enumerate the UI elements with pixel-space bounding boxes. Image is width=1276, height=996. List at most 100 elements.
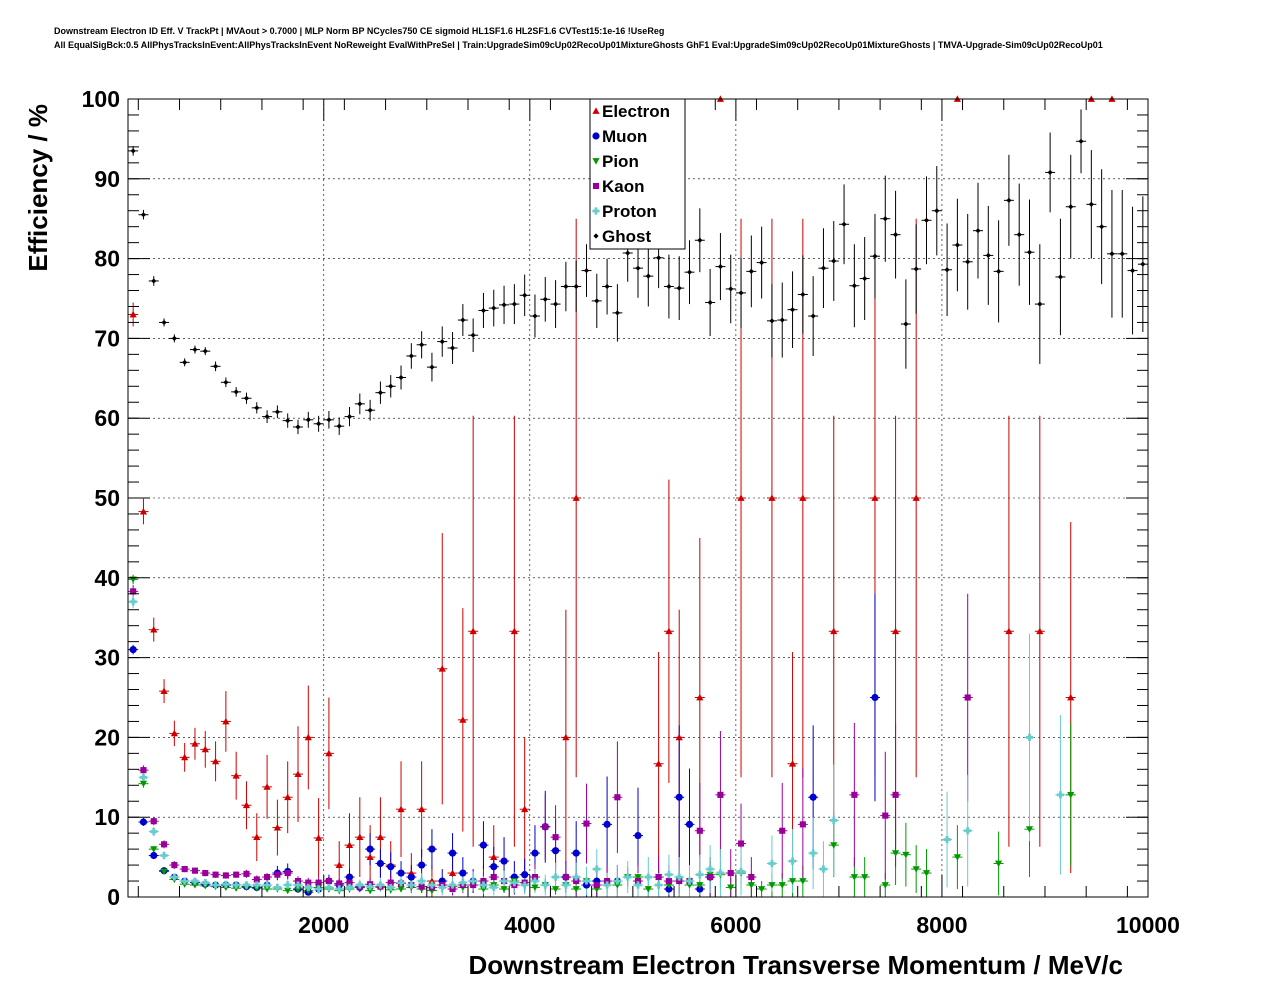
kaon-point	[346, 879, 353, 886]
electron-point	[490, 853, 498, 860]
kaon-point	[191, 867, 199, 874]
proton-point	[139, 773, 148, 781]
ghost-point	[1140, 261, 1146, 267]
muon-point	[139, 818, 148, 826]
kaon-point	[634, 877, 642, 885]
ghost-point	[449, 345, 456, 351]
electron-point	[284, 793, 292, 801]
proton-point	[273, 883, 281, 892]
ghost-point	[1016, 232, 1022, 238]
muon-point	[572, 849, 580, 857]
muon-point	[345, 873, 354, 881]
ghost-point	[254, 405, 260, 411]
ghost-point	[738, 290, 744, 296]
y-tick-label: 30	[94, 645, 120, 671]
kaon-point	[737, 840, 745, 847]
pion-point	[788, 878, 797, 885]
proton-point	[397, 879, 405, 887]
legend-marker-proton	[592, 207, 600, 215]
electron-point	[222, 717, 230, 725]
electron-point	[675, 733, 683, 741]
kaon-point	[161, 841, 168, 848]
proton-point	[964, 827, 972, 835]
electron-point	[1005, 627, 1013, 635]
pion-point	[881, 882, 889, 889]
electron-point	[428, 877, 436, 884]
pion-point	[953, 854, 961, 861]
proton-point	[345, 883, 354, 892]
electron-point	[830, 627, 838, 635]
proton-point	[1025, 733, 1034, 741]
pion-point	[891, 850, 900, 857]
proton-point	[253, 881, 261, 889]
electron-point	[335, 861, 343, 868]
pion-point	[150, 846, 158, 853]
electron-point	[510, 627, 518, 635]
proton-point	[531, 877, 539, 885]
ghost-point	[1026, 249, 1033, 255]
muon-point	[129, 646, 137, 654]
ghost-point	[604, 283, 610, 290]
kaon-point	[387, 879, 394, 886]
muon-point	[428, 845, 436, 853]
proton-point	[284, 881, 292, 889]
kaon-point	[676, 877, 683, 885]
proton-point	[263, 881, 271, 889]
kaon-point	[614, 794, 621, 801]
pion-point	[634, 874, 642, 881]
pion-point	[727, 884, 735, 892]
kaon-point	[264, 873, 271, 881]
y-tick-label: 40	[94, 565, 120, 591]
muon-point	[500, 857, 508, 865]
ghost-point	[1109, 251, 1115, 257]
kaon-point	[542, 823, 549, 830]
proton-point	[129, 598, 137, 606]
proton-point	[716, 869, 725, 877]
x-tick-label: 6000	[710, 912, 761, 938]
kaon-point	[418, 883, 425, 890]
ghost-point	[563, 283, 569, 290]
ghost-point	[140, 212, 147, 218]
ghost-point	[367, 407, 373, 413]
muon-point	[582, 881, 591, 889]
kaon-point	[325, 877, 332, 885]
kaon-point	[130, 588, 137, 595]
ghost-point	[1057, 274, 1064, 280]
kaon-point	[284, 870, 291, 877]
axis-ticks	[128, 98, 1149, 898]
muon-point	[531, 849, 539, 857]
kaon-point	[243, 870, 250, 877]
x-tick-label: 4000	[504, 912, 555, 938]
legend-label-kaon: Kaon	[602, 177, 645, 196]
ghost-point	[336, 423, 342, 429]
proton-point	[325, 883, 333, 892]
ghost-point	[892, 232, 899, 238]
legend-box	[589, 98, 686, 250]
proton-point	[943, 835, 951, 844]
proton-point	[469, 877, 477, 885]
proton-point	[644, 873, 652, 881]
muon-point	[490, 863, 498, 871]
electron-point	[139, 507, 148, 515]
ghost-point	[903, 321, 909, 327]
muon-point	[551, 847, 560, 855]
ghost-point	[1078, 138, 1084, 144]
electron-point	[912, 494, 920, 501]
proton-point	[685, 877, 694, 885]
proton-point	[603, 881, 611, 889]
pion-point	[1067, 791, 1075, 799]
proton-point	[479, 881, 488, 889]
ghost-point	[1099, 224, 1105, 230]
proton-point	[572, 873, 580, 881]
pion-point	[768, 882, 776, 889]
proton-point	[201, 879, 209, 887]
proton-point	[242, 881, 251, 889]
electron-point	[170, 729, 178, 737]
ghost-point	[552, 301, 559, 307]
electron-point	[211, 757, 220, 765]
legend-label-ghost: Ghost	[602, 227, 651, 246]
proton-point	[356, 881, 364, 889]
electron-point	[304, 733, 312, 741]
pion-point	[758, 886, 766, 893]
